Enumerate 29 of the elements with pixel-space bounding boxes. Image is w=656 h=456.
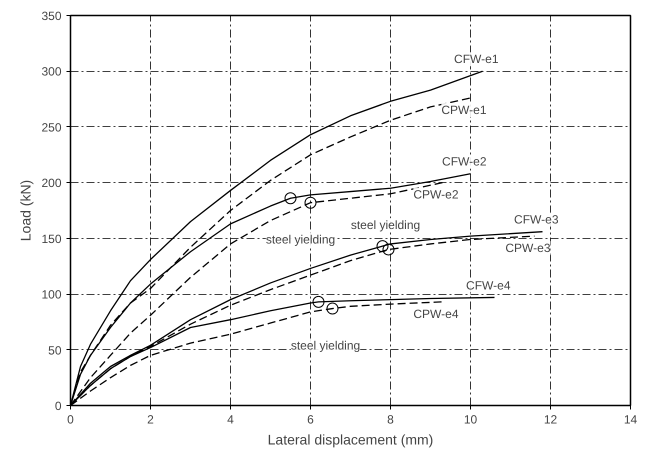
y-tick-label: 250 bbox=[41, 120, 62, 134]
x-tick-label: 0 bbox=[67, 412, 74, 426]
annotation: steel yielding bbox=[266, 232, 336, 247]
x-tick-label: 8 bbox=[387, 412, 394, 426]
x-axis-title: Lateral displacement (mm) bbox=[268, 432, 434, 448]
y-axis-title: Load (kN) bbox=[17, 180, 34, 242]
y-tick-label: 150 bbox=[41, 232, 62, 246]
series-label: CPW-e1 bbox=[441, 102, 487, 117]
x-tick-label: 6 bbox=[307, 412, 314, 426]
annotation: steel yielding bbox=[350, 218, 420, 232]
series-label: CPW-e4 bbox=[413, 306, 459, 321]
series-label: CFW-e1 bbox=[454, 52, 499, 66]
y-tick-label: 300 bbox=[41, 64, 62, 79]
y-tick-label: 200 bbox=[41, 176, 62, 190]
annotation: steel yielding bbox=[290, 338, 360, 353]
y-tick-label: 50 bbox=[48, 343, 62, 358]
series-label: CPW-e3 bbox=[505, 241, 551, 256]
x-tick-label: 4 bbox=[227, 412, 234, 426]
x-tick-label: 12 bbox=[544, 412, 558, 426]
x-tick-label: 2 bbox=[147, 412, 154, 426]
y-tick-label: 100 bbox=[41, 288, 62, 302]
series-label: CFW-e3 bbox=[514, 212, 559, 227]
series-label: CPW-e2 bbox=[413, 188, 459, 202]
y-tick-label: 0 bbox=[54, 399, 62, 413]
series-label: CFW-e4 bbox=[466, 278, 511, 292]
y-tick-label: 350 bbox=[41, 9, 62, 23]
x-tick-label: 10 bbox=[464, 412, 478, 426]
x-tick-label: 14 bbox=[624, 412, 638, 426]
series-label: CFW-e2 bbox=[442, 154, 487, 169]
